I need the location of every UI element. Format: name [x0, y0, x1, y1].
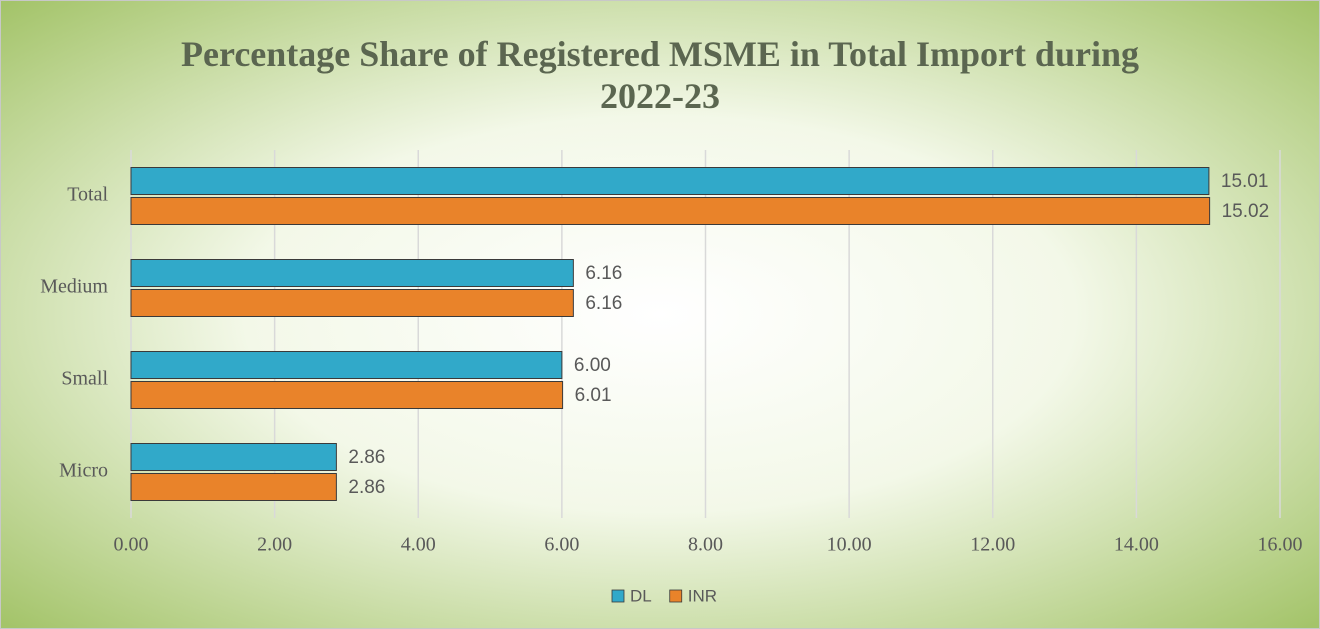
legend-swatch	[669, 589, 683, 603]
x-tick-label: 10.00	[827, 534, 872, 556]
data-label: 6.01	[575, 385, 612, 406]
legend-label: DL	[630, 586, 652, 605]
data-label: 2.86	[348, 447, 385, 468]
bar	[130, 351, 563, 379]
data-label: 15.01	[1221, 171, 1269, 192]
x-tick-label: 4.00	[401, 534, 436, 556]
data-label: 6.00	[574, 355, 611, 376]
x-tick-label: 6.00	[544, 534, 579, 556]
data-label: 6.16	[585, 293, 622, 314]
data-label: 6.16	[585, 263, 622, 284]
x-tick-label: 0.00	[114, 534, 149, 556]
x-tick-label: 14.00	[1114, 534, 1159, 556]
x-tick-label: 16.00	[1258, 534, 1303, 556]
chart-title: Percentage Share of Registered MSME in T…	[181, 34, 1139, 116]
bar	[130, 443, 337, 471]
y-tick-label: Micro	[59, 460, 108, 482]
y-tick-label: Total	[67, 184, 108, 206]
bar	[130, 473, 337, 501]
bar	[130, 167, 1210, 195]
x-tick-label: 8.00	[688, 534, 723, 556]
bar	[130, 197, 1211, 225]
x-tick-label: 2.00	[257, 534, 292, 556]
data-label: 15.02	[1222, 201, 1270, 222]
legend-label: INR	[688, 586, 717, 605]
bar	[130, 381, 564, 409]
y-tick-label: Medium	[40, 276, 108, 298]
legend-swatch	[611, 589, 625, 603]
x-tick-label: 12.00	[970, 534, 1015, 556]
y-tick-label: Small	[61, 368, 108, 390]
data-label: 2.86	[348, 477, 385, 498]
bar	[130, 289, 574, 317]
bar	[130, 259, 574, 287]
